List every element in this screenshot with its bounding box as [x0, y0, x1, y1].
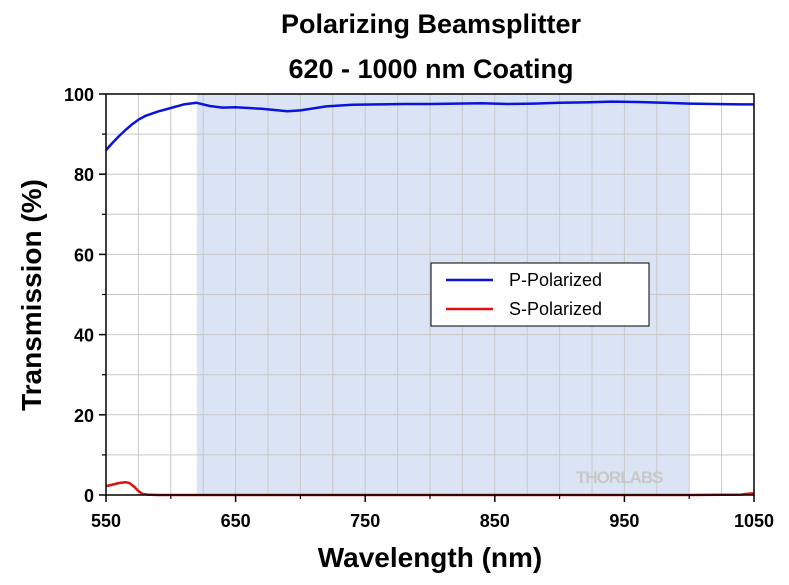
y-tick-label: 80: [74, 165, 94, 185]
y-tick-label: 0: [84, 486, 94, 506]
x-tick-label: 950: [609, 511, 639, 531]
x-tick-label: 1050: [734, 511, 774, 531]
x-tick-label: 550: [91, 511, 121, 531]
tick-label-layer: 550 650 750 850 950 1050 0 20 40 60 80 100: [64, 85, 774, 531]
legend-label-p-polarized: P-Polarized: [509, 270, 602, 290]
y-tick-label: 40: [74, 326, 94, 346]
series-line-p-polarized: [105, 100, 754, 151]
chart-title-line-2: 620 - 1000 nm Coating: [288, 54, 573, 84]
x-tick-label: 650: [221, 511, 251, 531]
grid-layer: [106, 94, 754, 495]
x-tick-label: 750: [350, 511, 380, 531]
x-axis-title: Wavelength (nm): [318, 542, 543, 573]
chart-title-line-1: Polarizing Beamsplitter: [281, 9, 582, 39]
y-tick-label: 100: [64, 85, 94, 105]
y-tick-label: 60: [74, 245, 94, 265]
thorlabs-watermark: THORLABS: [576, 468, 663, 487]
legend-box: [430, 262, 650, 327]
y-tick-label: 20: [74, 406, 94, 426]
y-axis-title: Transmission (%): [16, 179, 47, 411]
tick-layer: [99, 93, 755, 502]
legend-label-s-polarized: S-Polarized: [509, 299, 602, 319]
legend: P-Polarized S-Polarized: [430, 262, 650, 327]
x-tick-label: 850: [480, 511, 510, 531]
